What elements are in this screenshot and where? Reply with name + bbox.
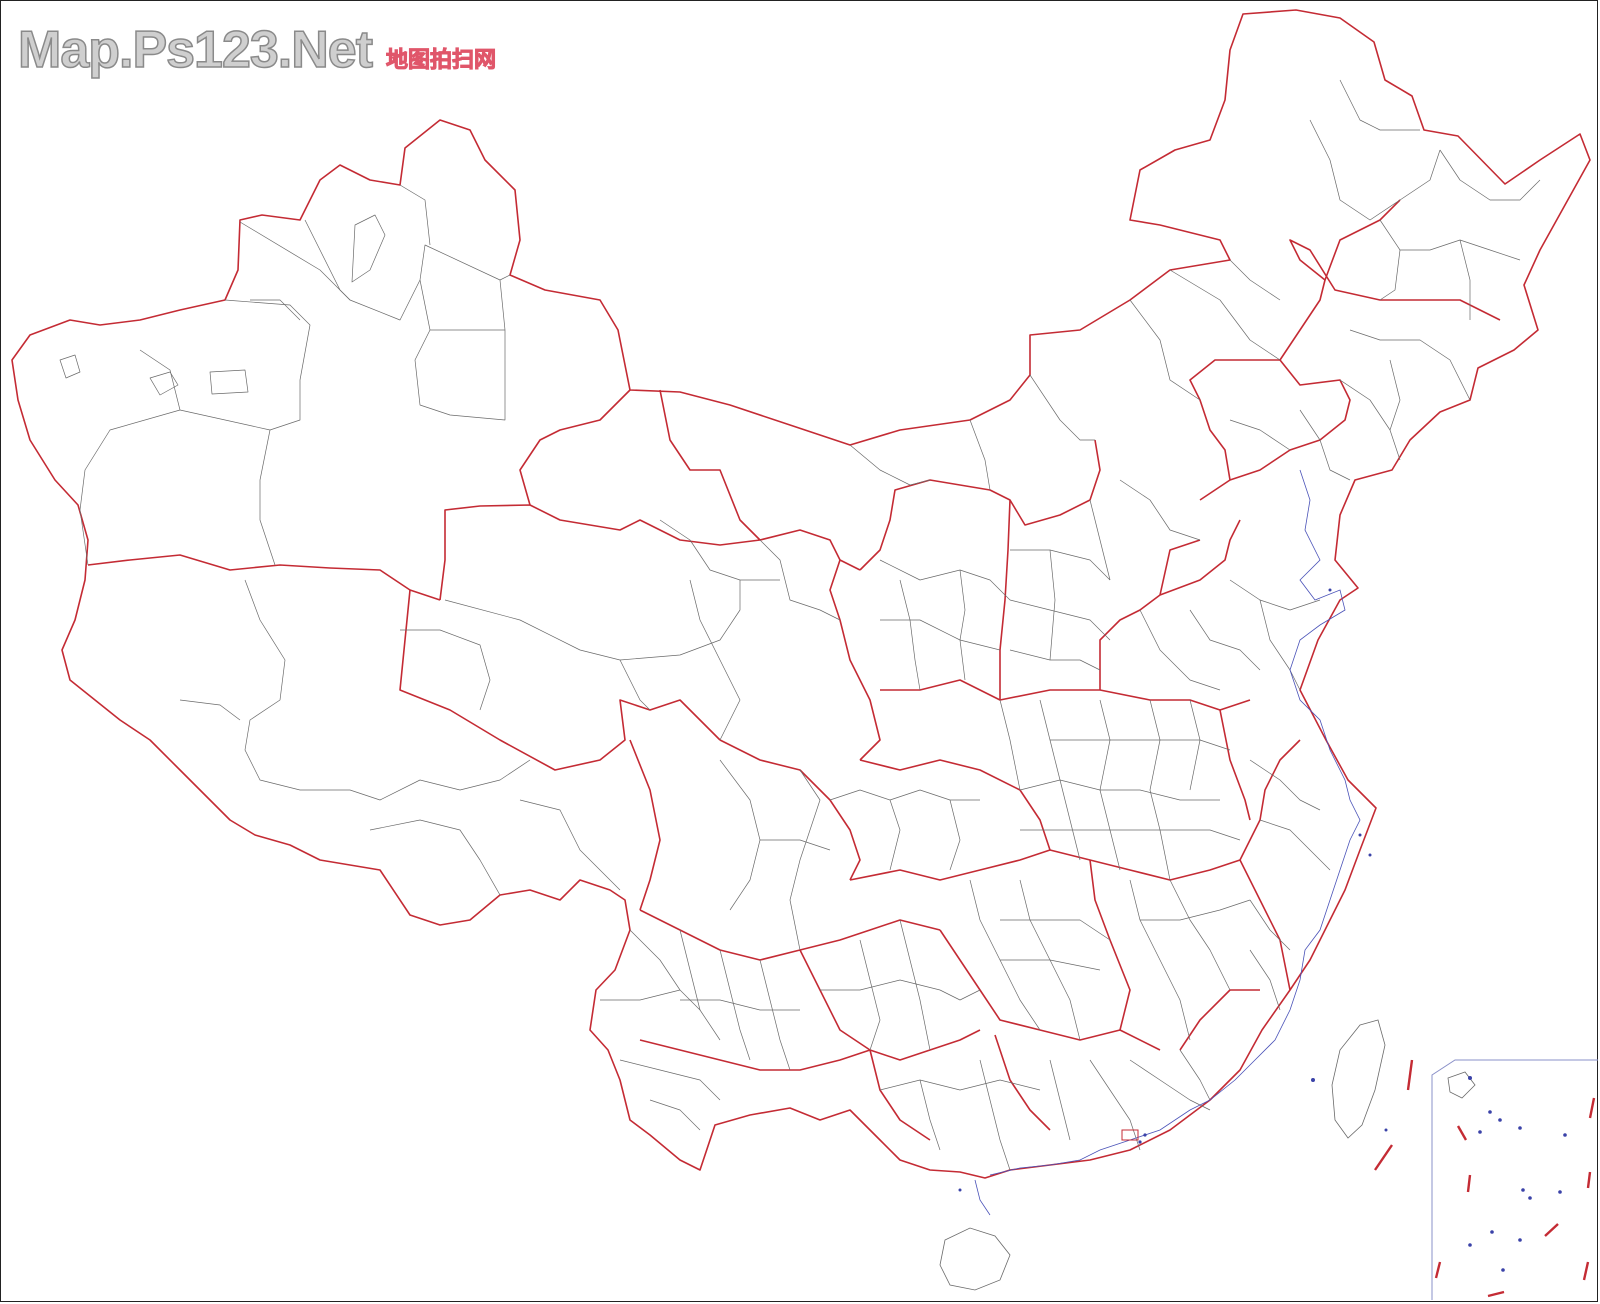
taiwan-island bbox=[1331, 1019, 1386, 1139]
hong-kong-marker bbox=[1121, 1129, 1139, 1141]
south-china-sea-inset bbox=[1431, 1059, 1598, 1300]
national-border bbox=[11, 9, 1591, 1179]
watermark-site: Map.Ps123.Net bbox=[17, 20, 374, 80]
coastline bbox=[989, 469, 1361, 1176]
province-borders bbox=[87, 199, 1501, 1141]
watermark: Map.Ps123.Net 地图拍扫网 bbox=[17, 20, 497, 80]
hainan-island bbox=[939, 1227, 1011, 1291]
lakes bbox=[59, 214, 386, 396]
boundary-dash bbox=[1406, 1059, 1414, 1091]
watermark-tagline: 地图拍扫网 bbox=[386, 48, 497, 74]
prefecture-borders bbox=[79, 79, 1541, 1171]
coastal-islets bbox=[958, 588, 1388, 1192]
boundary-dash bbox=[1374, 1144, 1393, 1171]
